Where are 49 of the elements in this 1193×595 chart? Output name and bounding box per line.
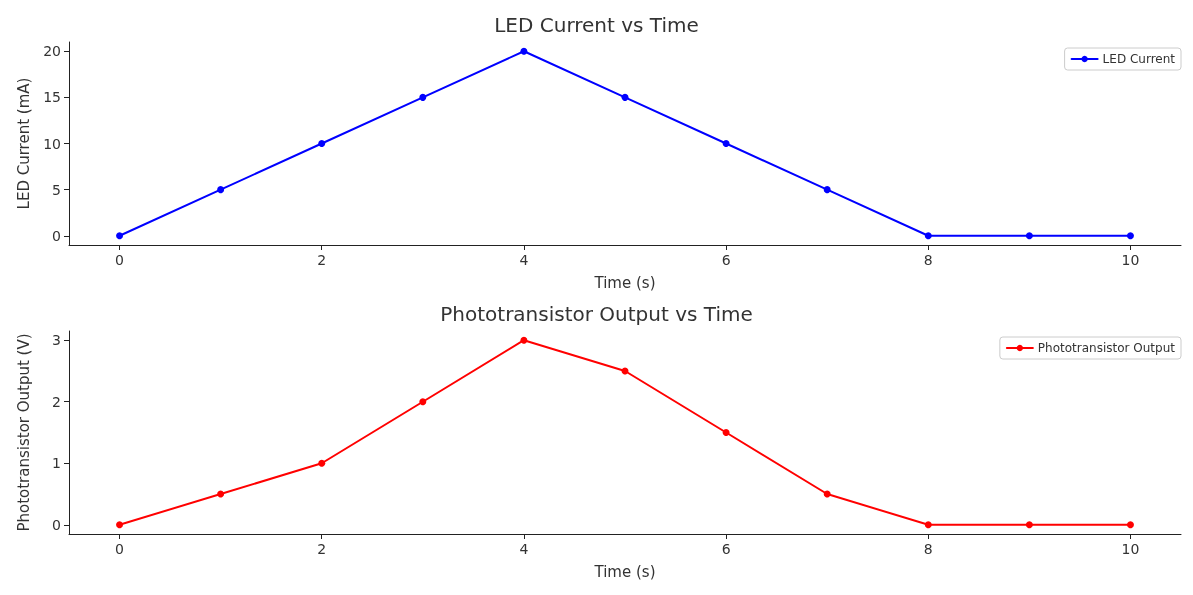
point: [621, 93, 629, 101]
point: [823, 186, 831, 194]
point: [116, 521, 124, 529]
y-tick-label: 10: [43, 135, 61, 152]
point: [520, 47, 528, 55]
point: [419, 398, 427, 406]
x-tick-label: 10: [1121, 252, 1140, 268]
point: [318, 459, 326, 467]
x-tick-label: 2: [317, 541, 327, 557]
x-tick-label: 2: [317, 252, 327, 268]
point: [1025, 232, 1033, 240]
legend-label: LED Current: [1102, 52, 1176, 66]
x-tick-label: 10: [1121, 541, 1140, 557]
x-tick-label: 6: [721, 252, 731, 268]
y-tick-label: 15: [43, 89, 61, 106]
x-tick-label: 4: [519, 252, 529, 268]
point: [318, 140, 326, 147]
y-tick-label: 5: [52, 181, 61, 198]
y-tick-label: 0: [52, 227, 61, 244]
y-axis-title: LED Current (mA): [14, 77, 33, 210]
point: [1126, 521, 1134, 529]
point: [722, 140, 730, 147]
point: [1025, 521, 1033, 529]
point: [217, 490, 225, 498]
y-tick-label: 20: [43, 43, 61, 60]
point: [1126, 232, 1134, 240]
point: [924, 232, 932, 240]
point: [419, 93, 427, 101]
x-axis-title: Time (s): [593, 562, 656, 581]
point: [924, 521, 932, 529]
chart-title: LED Current vs Time: [494, 13, 699, 37]
x-tick-label: 4: [519, 541, 529, 557]
x-tick-label: 6: [721, 541, 731, 557]
point: [116, 232, 124, 240]
x-axis-title: Time (s): [593, 273, 656, 292]
chart-title: Phototransistor Output vs Time: [440, 302, 753, 326]
y-tick-label: 2: [52, 393, 61, 410]
y-tick-label: 0: [52, 516, 61, 533]
x-tick-label: 8: [923, 252, 933, 268]
y-tick-label: 1: [52, 455, 61, 472]
y-axis-title: Phototransistor Output (V): [14, 333, 33, 532]
legend-label: Phototransistor Output: [1037, 341, 1176, 355]
point: [722, 429, 730, 436]
x-tick-label: 8: [923, 541, 933, 557]
y-tick-label: 3: [52, 332, 61, 349]
x-tick-label: 0: [115, 541, 125, 557]
point: [217, 186, 225, 194]
x-tick-label: 0: [115, 252, 125, 268]
point: [520, 336, 528, 344]
